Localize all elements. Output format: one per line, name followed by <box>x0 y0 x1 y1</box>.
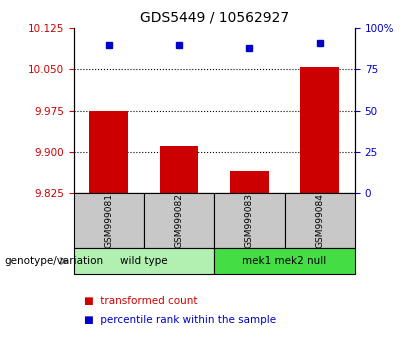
Text: mek1 mek2 null: mek1 mek2 null <box>242 256 327 266</box>
Bar <box>160 146 198 193</box>
Text: wild type: wild type <box>120 256 168 266</box>
Bar <box>89 111 128 193</box>
Bar <box>230 171 269 193</box>
Text: GSM999084: GSM999084 <box>315 193 324 248</box>
Text: GSM999081: GSM999081 <box>104 193 113 248</box>
Text: ■  transformed count: ■ transformed count <box>84 296 197 306</box>
Text: ■  percentile rank within the sample: ■ percentile rank within the sample <box>84 315 276 325</box>
Bar <box>300 67 339 193</box>
Text: genotype/variation: genotype/variation <box>4 256 103 266</box>
Text: GSM999083: GSM999083 <box>245 193 254 248</box>
Text: GSM999082: GSM999082 <box>175 193 184 248</box>
Title: GDS5449 / 10562927: GDS5449 / 10562927 <box>139 10 289 24</box>
